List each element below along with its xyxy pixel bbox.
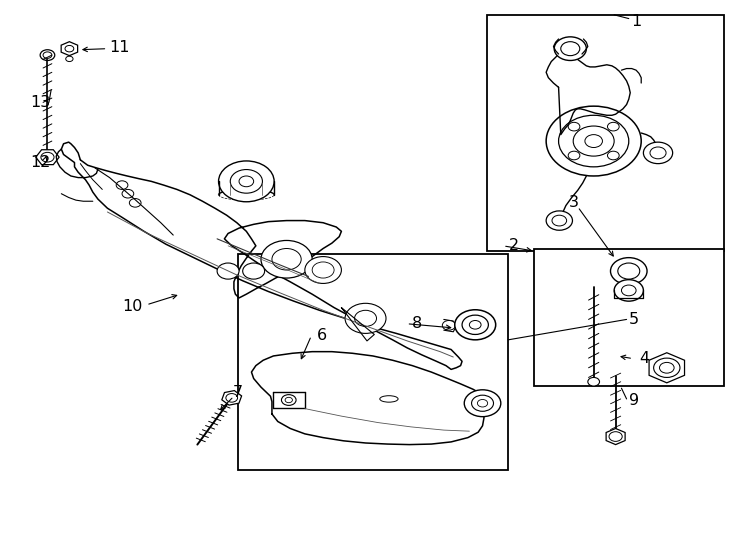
Circle shape bbox=[443, 321, 456, 330]
Circle shape bbox=[568, 151, 580, 160]
Circle shape bbox=[261, 240, 312, 278]
Text: 4: 4 bbox=[639, 351, 649, 366]
Circle shape bbox=[611, 258, 647, 285]
Text: 6: 6 bbox=[317, 328, 327, 343]
Polygon shape bbox=[606, 428, 625, 444]
Circle shape bbox=[455, 310, 495, 340]
Bar bbox=[238, 254, 508, 470]
Bar bbox=[534, 248, 724, 386]
Circle shape bbox=[116, 181, 128, 190]
Text: 2: 2 bbox=[509, 238, 519, 253]
Circle shape bbox=[281, 395, 296, 406]
Text: 8: 8 bbox=[413, 316, 423, 331]
Polygon shape bbox=[222, 390, 241, 405]
Polygon shape bbox=[61, 42, 78, 56]
Circle shape bbox=[546, 106, 642, 176]
Circle shape bbox=[217, 263, 239, 279]
Text: 11: 11 bbox=[109, 39, 130, 55]
Circle shape bbox=[219, 161, 274, 202]
Bar bbox=[487, 15, 724, 251]
Text: 13: 13 bbox=[31, 95, 51, 110]
Text: 9: 9 bbox=[629, 393, 639, 408]
Text: 7: 7 bbox=[233, 385, 242, 400]
Circle shape bbox=[644, 142, 672, 164]
Text: 1: 1 bbox=[632, 14, 642, 29]
Circle shape bbox=[608, 151, 619, 160]
Circle shape bbox=[40, 50, 55, 60]
Circle shape bbox=[554, 37, 586, 60]
Circle shape bbox=[546, 211, 573, 230]
Circle shape bbox=[305, 256, 341, 284]
Circle shape bbox=[66, 56, 73, 62]
Polygon shape bbox=[649, 353, 685, 383]
Circle shape bbox=[122, 190, 134, 198]
Text: 12: 12 bbox=[31, 155, 51, 170]
Text: 5: 5 bbox=[629, 312, 639, 327]
Circle shape bbox=[464, 390, 501, 417]
Circle shape bbox=[588, 377, 600, 386]
Text: 3: 3 bbox=[569, 195, 579, 211]
Circle shape bbox=[62, 43, 77, 54]
Circle shape bbox=[129, 199, 141, 207]
Circle shape bbox=[568, 123, 580, 131]
Circle shape bbox=[345, 303, 386, 333]
Circle shape bbox=[614, 280, 644, 301]
Text: 10: 10 bbox=[122, 299, 142, 314]
Circle shape bbox=[243, 263, 265, 279]
Circle shape bbox=[608, 123, 619, 131]
Polygon shape bbox=[36, 150, 59, 165]
